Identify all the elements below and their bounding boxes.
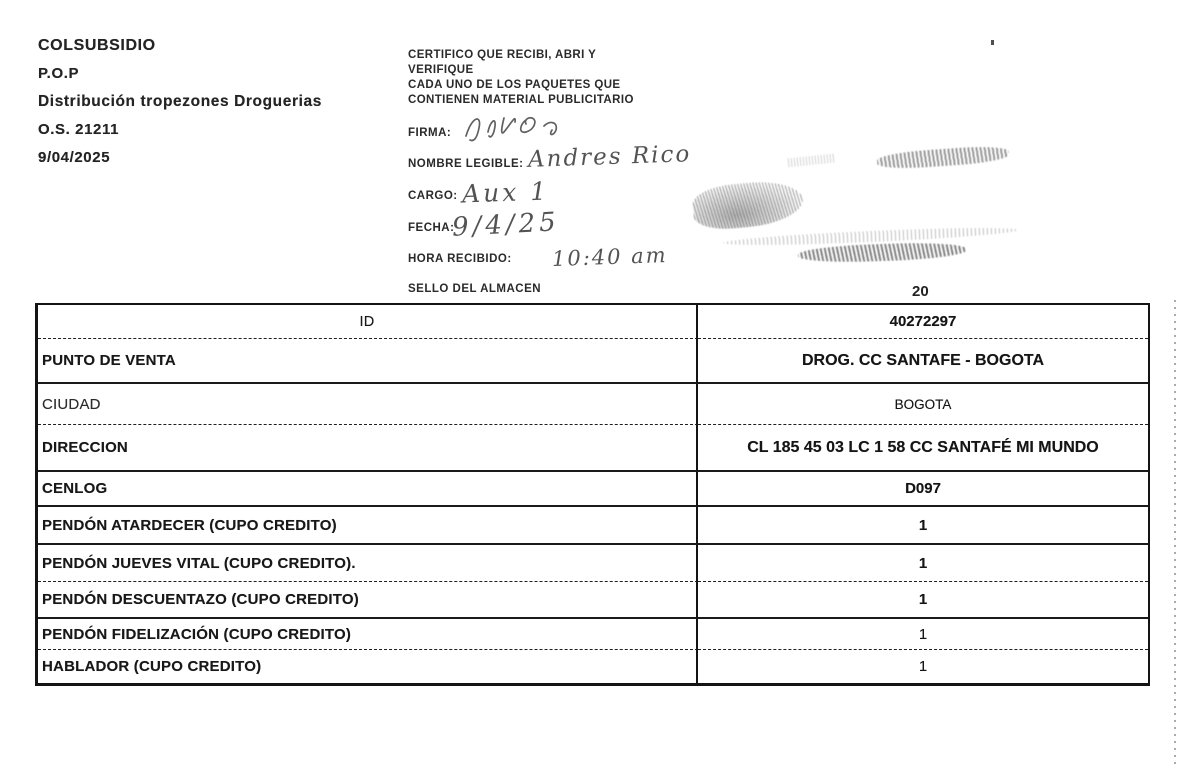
certificate-statement: CERTIFICO QUE RECIBI, ABRI Y VERIFIQUE C… — [408, 48, 634, 108]
order-number: O.S. 21211 — [38, 121, 120, 138]
row-label-id: ID — [38, 305, 698, 339]
scan-edge-artifact — [1174, 300, 1176, 764]
firma-label: FIRMA: — [408, 127, 452, 139]
row-label-pendon-atardecer: PENDÓN ATARDECER (CUPO CREDITO) — [38, 507, 698, 545]
certificate-line: CONTIENEN MATERIAL PUBLICITARIO — [408, 94, 634, 106]
company-name: COLSUBSIDIO — [38, 37, 156, 54]
stamp-smudge — [797, 241, 967, 264]
hora-recibido-label: HORA RECIBIDO: — [408, 253, 512, 265]
row-label-pendon-jueves-vital: PENDÓN JUEVES VITAL (CUPO CREDITO). — [38, 545, 698, 582]
row-label-pendon-fidelizacion: PENDÓN FIDELIZACIÓN (CUPO CREDITO) — [38, 619, 698, 650]
certificate-line: CERTIFICO QUE RECIBI, ABRI Y — [408, 49, 597, 61]
distribution-description: Distribución tropezones Droguerias — [38, 93, 322, 110]
row-label-pendon-descuentazo: PENDÓN DESCUENTAZO (CUPO CREDITO) — [38, 582, 698, 619]
row-label-direccion: DIRECCION — [38, 425, 698, 472]
document-date: 9/04/2025 — [38, 149, 111, 166]
stamp-smudge — [876, 144, 1010, 171]
certificate-line: VERIFIQUE — [408, 64, 474, 76]
cargo-handwriting: Aux 1 — [461, 176, 550, 209]
row-value-id: 40272297 — [698, 305, 1148, 339]
fecha-handwriting: 9/4/25 — [451, 207, 561, 243]
sheet-number: 20 — [912, 283, 929, 300]
row-value-pendon-fidelizacion: 1 — [698, 619, 1148, 650]
fecha-label: FECHA: — [408, 222, 455, 234]
row-value-pendon-descuentazo: 1 — [698, 582, 1148, 619]
document-header: COLSUBSIDIO P.O.P Distribución tropezone… — [38, 32, 322, 172]
certificate-line: CADA UNO DE LOS PAQUETES QUE — [408, 79, 621, 91]
stamp-smudge — [787, 153, 835, 168]
row-label-cenlog: CENLOG — [38, 472, 698, 507]
delivery-table: ID 40272297 PUNTO DE VENTA DROG. CC SANT… — [35, 303, 1150, 686]
sello-almacen-label: SELLO DEL ALMACEN — [408, 283, 542, 295]
row-value-hablador: 1 — [918, 658, 928, 675]
signature-scribble — [465, 116, 558, 142]
nombre-legible-handwriting: Andres Rico — [527, 141, 692, 173]
row-label-punto-de-venta: PUNTO DE VENTA — [38, 339, 698, 384]
hora-recibido-handwriting: 10:40 am — [551, 242, 669, 272]
row-value-pendon-atardecer: 1 — [698, 507, 1148, 545]
row-label-hablador: HABLADOR (CUPO CREDITO) — [38, 650, 698, 683]
scan-speck-artifact — [991, 40, 994, 45]
stamp-smudge — [691, 178, 805, 232]
row-label-ciudad: CIUDAD — [38, 384, 698, 425]
cargo-label: CARGO: — [408, 190, 458, 202]
row-value-cenlog: D097 — [698, 472, 1148, 507]
row-value-punto-de-venta: DROG. CC SANTAFE - BOGOTA — [698, 339, 1148, 384]
program-name: P.O.P — [38, 65, 80, 82]
row-value-ciudad: BOGOTA — [698, 384, 1148, 425]
row-value-pendon-jueves-vital: 1 — [698, 545, 1148, 582]
row-value-direccion: CL 185 45 03 LC 1 58 CC SANTAFÉ MI MUNDO — [698, 425, 1148, 472]
nombre-legible-label: NOMBRE LEGIBLE: — [408, 158, 524, 170]
